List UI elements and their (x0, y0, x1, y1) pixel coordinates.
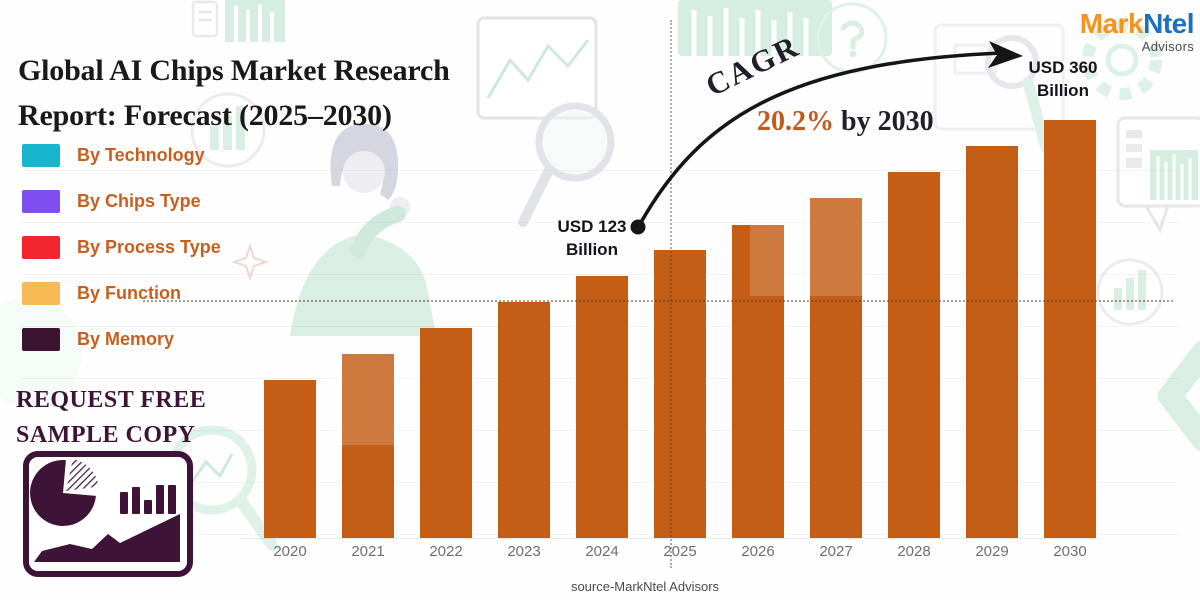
doodle-chevron-icon (1158, 340, 1200, 452)
value-label-2030: USD 360 Billion (1015, 56, 1111, 102)
legend-item-by-function: By Function (22, 282, 221, 305)
bar-2025 (654, 250, 706, 538)
logo-ntel: Ntel (1143, 8, 1194, 39)
legend-label: By Chips Type (77, 191, 201, 211)
x-label-2029: 2029 (975, 543, 1009, 560)
x-label-2020: 2020 (273, 543, 307, 560)
doodle-star-icon (230, 242, 270, 282)
value-2030-amount: USD 360 (1028, 58, 1098, 77)
doodle-circle-bars-left-icon (190, 92, 266, 168)
title-line1: Global AI Chips Market Research (18, 54, 450, 88)
doodle-person (290, 123, 436, 336)
logo-mark: Mark (1079, 8, 1144, 39)
x-label-2025: 2025 (663, 543, 697, 560)
bar-2029 (966, 146, 1018, 538)
value-2030-unit: Billion (1037, 81, 1089, 100)
legend-item-by-chips-type: By Chips Type (22, 190, 221, 213)
gridline (22, 274, 1178, 275)
doodle-histogram-topleft-icon (225, 0, 285, 42)
legend-item-by-memory: By Memory (22, 328, 221, 351)
x-label-2027: 2027 (819, 543, 853, 560)
bar-2023 (498, 302, 550, 538)
logo-subtitle: Advisors (1141, 39, 1194, 54)
doodle-speech-chart-icon (1116, 116, 1200, 234)
request-sample-cta[interactable]: REQUEST FREE SAMPLE COPY (16, 383, 206, 453)
cta-line1: REQUEST FREE (16, 387, 207, 413)
cagr-percent: 20.2% (757, 106, 834, 137)
legend-item-by-process-type: By Process Type (22, 236, 221, 259)
doodle-circle-bars-right-icon (1096, 258, 1164, 326)
bar-2022 (420, 328, 472, 538)
doodle-blob-left (0, 298, 82, 406)
bar-2021 (342, 354, 394, 538)
gridline (22, 170, 1178, 171)
glass-overlay (330, 350, 410, 445)
legend-swatch (22, 144, 60, 167)
legend-swatch (22, 328, 60, 351)
x-label-2021: 2021 (351, 543, 385, 560)
page-title: Global AI Chips Market Research Report: F… (18, 48, 558, 138)
markntel-logo: MarkNtel Advisors (1079, 8, 1195, 54)
x-label-2028: 2028 (897, 543, 931, 560)
bar-2028 (888, 172, 940, 538)
x-label-2022: 2022 (429, 543, 463, 560)
cagr-suffix: by 2030 (834, 106, 934, 137)
forecast-divider-line (670, 20, 672, 568)
doodle-magnifier-icon (518, 102, 615, 227)
doodle-gear-icon (1082, 20, 1162, 100)
bar-2024 (576, 276, 628, 538)
bar-2030 (1044, 120, 1096, 538)
x-label-2026: 2026 (741, 543, 775, 560)
legend-swatch (22, 190, 60, 213)
legend-label: By Memory (77, 329, 175, 349)
legend-label: By Technology (77, 145, 205, 165)
bar-2020 (264, 380, 316, 538)
legend: By Technology By Chips Type By Process Typ… (22, 144, 221, 374)
x-label-2030: 2030 (1053, 543, 1087, 560)
source-note: source-MarkNtel Advisors (570, 579, 720, 594)
value-2024-unit: Billion (566, 240, 618, 259)
title-line2: Report: Forecast (2025–2030) (18, 99, 392, 133)
x-axis-labels: 2020 2021 2022 2023 2024 2025 2026 2027 2028 2029… (240, 543, 1100, 560)
report-chart-icon[interactable] (22, 450, 194, 583)
legend-swatch (22, 236, 60, 259)
legend-item-by-technology: By Technology (22, 144, 221, 167)
cagr-value: 20.2% by 2030 (757, 106, 934, 138)
bar-2026 (732, 225, 784, 538)
dotted-level-line (143, 300, 1173, 302)
x-label-2023: 2023 (507, 543, 541, 560)
value-2024-amount: USD 123 (557, 217, 627, 236)
doodle-histogram-top-icon (678, 0, 832, 56)
x-label-2024: 2024 (585, 543, 619, 560)
gridline (22, 222, 1178, 223)
legend-label: By Process Type (77, 237, 221, 257)
doodle-document-icon (191, 0, 219, 38)
arrowhead-icon (988, 41, 1023, 68)
value-label-2024: USD 123 Billion (544, 215, 640, 261)
doodle-browser-chart-icon (476, 16, 598, 120)
bar-chart (240, 98, 1100, 538)
doodle-magnifier-gray-icon (985, 35, 1052, 154)
bar-2027 (810, 198, 862, 538)
legend-swatch (22, 282, 60, 305)
cta-line2: SAMPLE COPY (16, 422, 196, 448)
glass-overlay (750, 196, 870, 296)
x-axis-line (240, 538, 1100, 539)
legend-label: By Function (77, 283, 181, 303)
